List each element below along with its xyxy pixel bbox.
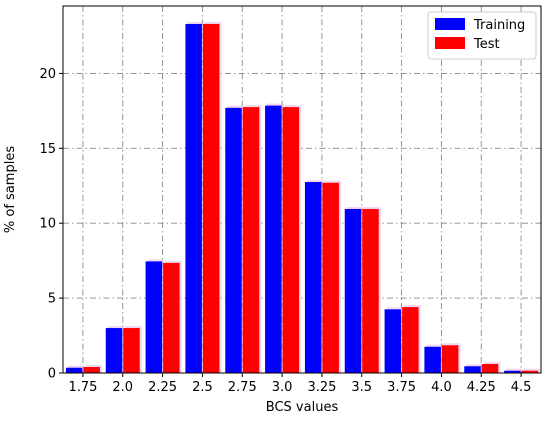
x-tick-label: 2.5 [192,380,213,395]
bar-test [163,263,180,373]
x-axis-label: BCS values [266,400,339,415]
legend: Training Test [428,12,536,59]
grid-lines [63,6,541,373]
y-tick-label: 5 [48,292,56,307]
bar-test [442,345,459,373]
bar-training [464,366,481,373]
y-tick-label: 20 [39,67,56,82]
plot-frame [63,6,541,373]
bar-training [146,261,163,373]
bar-test [123,328,140,373]
bar-training [345,209,362,373]
bar-test [362,209,379,373]
x-tick-label: 2.0 [112,380,133,395]
bar-test [243,107,260,373]
x-tick-label: 3.75 [387,380,416,395]
bar-test [203,24,220,373]
x-tick-label: 2.75 [228,380,257,395]
legend-swatch-training [435,18,465,30]
x-tick-label: 3.5 [351,380,372,395]
y-tick-label: 0 [48,367,56,382]
x-tick-label: 1.75 [68,380,97,395]
x-tick-label: 4.0 [431,380,452,395]
bar-training [424,347,441,373]
y-tick-label: 10 [39,217,56,232]
legend-label-test: Test [473,37,500,52]
bar-test [283,107,300,373]
bars [66,22,540,373]
y-tick-label: 15 [39,142,56,157]
bar-training [185,24,202,373]
bar-training [385,309,402,373]
x-tick-label: 3.0 [272,380,293,395]
bar-training [106,328,123,373]
bar-test [482,364,499,373]
x-tick-label: 3.25 [307,380,336,395]
bar-training [66,368,83,373]
x-tick-label: 4.25 [467,380,496,395]
x-tick-label: 4.5 [511,380,532,395]
bar-training [265,106,282,373]
legend-swatch-test [435,37,465,49]
y-axis-label: % of samples [3,146,18,233]
bar-test [322,183,339,373]
bar-test [83,367,100,373]
x-tick-label: 2.25 [148,380,177,395]
bar-training [305,182,322,373]
bar-training [225,108,242,373]
bar-test [402,307,419,373]
legend-label-training: Training [473,18,525,33]
